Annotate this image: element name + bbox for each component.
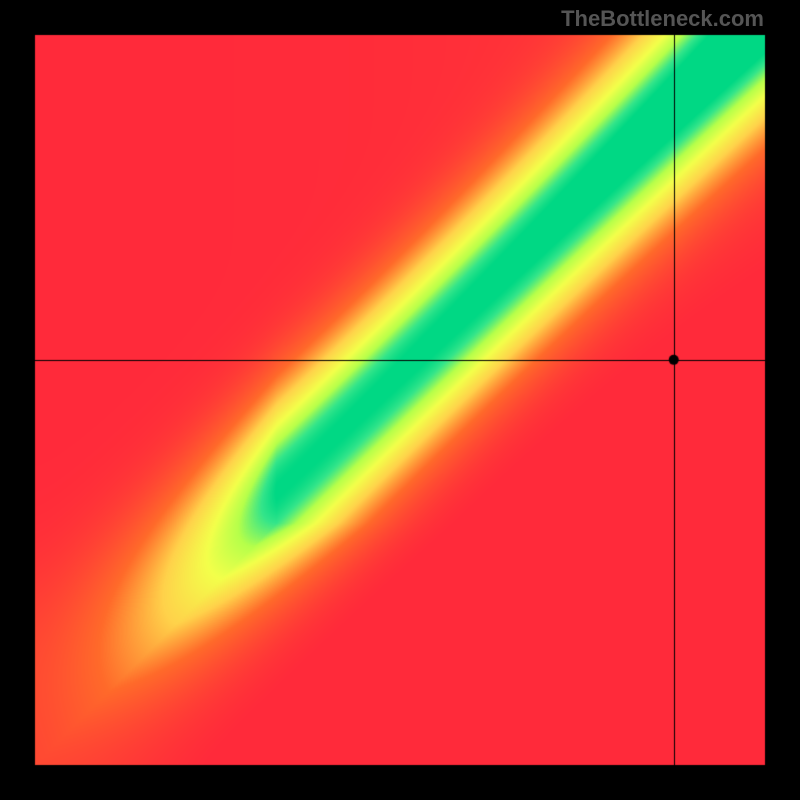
- bottleneck-heatmap: [0, 0, 800, 800]
- chart-container: TheBottleneck.com: [0, 0, 800, 800]
- watermark-label: TheBottleneck.com: [561, 6, 764, 32]
